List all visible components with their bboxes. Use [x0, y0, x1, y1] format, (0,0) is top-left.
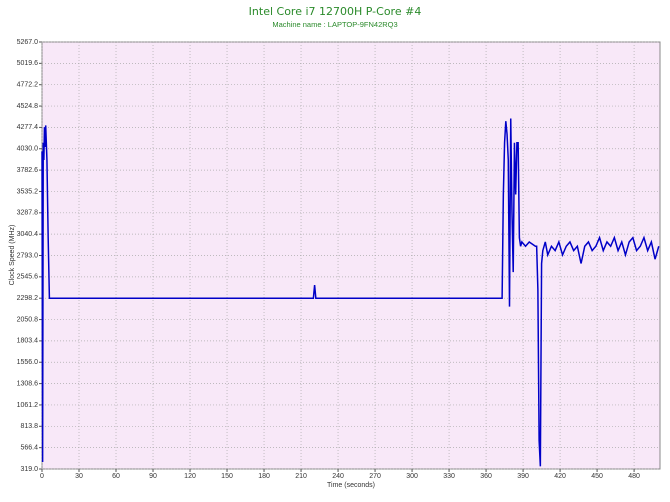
y-tick-label: 3040.4 — [17, 231, 39, 238]
x-tick-label: 390 — [517, 473, 529, 480]
data-line — [41, 118, 660, 467]
y-tick-label: 3287.8 — [17, 210, 39, 217]
x-tick-label: 270 — [369, 473, 381, 480]
x-tick-label: 300 — [406, 473, 418, 480]
y-tick-label: 2298.2 — [17, 295, 39, 302]
y-tick-label: 1308.6 — [17, 380, 39, 387]
chart-title: Intel Core i7 12700H P-Core #4 — [249, 5, 422, 18]
y-tick-label: 4772.2 — [17, 82, 39, 89]
x-tick-label: 180 — [258, 473, 270, 480]
y-tick-label: 813.8 — [20, 423, 38, 430]
x-tick-label: 450 — [591, 473, 603, 480]
x-tick-label: 150 — [221, 473, 233, 480]
y-tick-label: 5267.0 — [17, 39, 39, 46]
y-tick-label: 4277.4 — [17, 124, 39, 131]
y-tick-label: 3782.6 — [17, 167, 39, 174]
chart-subtitle: Machine name : LAPTOP-9FN42RQ3 — [272, 20, 397, 29]
y-tick-label: 1061.2 — [17, 402, 39, 409]
x-tick-label: 330 — [443, 473, 455, 480]
x-tick-label: 30 — [75, 473, 83, 480]
y-tick-label: 5019.6 — [17, 60, 39, 67]
y-tick-label: 2050.8 — [17, 316, 39, 323]
y-tick-label: 566.4 — [20, 444, 38, 451]
x-tick-label: 480 — [628, 473, 640, 480]
y-tick-label: 4030.0 — [17, 146, 39, 153]
x-axis-label: Time (seconds) — [327, 482, 375, 489]
y-tick-label: 2545.6 — [17, 274, 39, 281]
y-tick-label: 2793.0 — [17, 252, 39, 259]
x-tick-label: 0 — [40, 473, 44, 480]
x-tick-label: 90 — [149, 473, 157, 480]
x-tick-label: 210 — [295, 473, 307, 480]
y-tick-label: 3535.2 — [17, 188, 39, 195]
y-tick-label: 4524.8 — [17, 103, 39, 110]
x-tick-label: 240 — [332, 473, 344, 480]
x-tick-label: 360 — [480, 473, 492, 480]
y-tick-label: 1556.0 — [17, 359, 39, 366]
y-axis-label: Clock Speed (MHz) — [9, 225, 16, 286]
x-tick-label: 60 — [112, 473, 120, 480]
y-tick-label: 1803.4 — [17, 338, 39, 345]
x-tick-label: 420 — [554, 473, 566, 480]
y-tick-label: 319.0 — [20, 466, 38, 473]
x-tick-label: 120 — [184, 473, 196, 480]
